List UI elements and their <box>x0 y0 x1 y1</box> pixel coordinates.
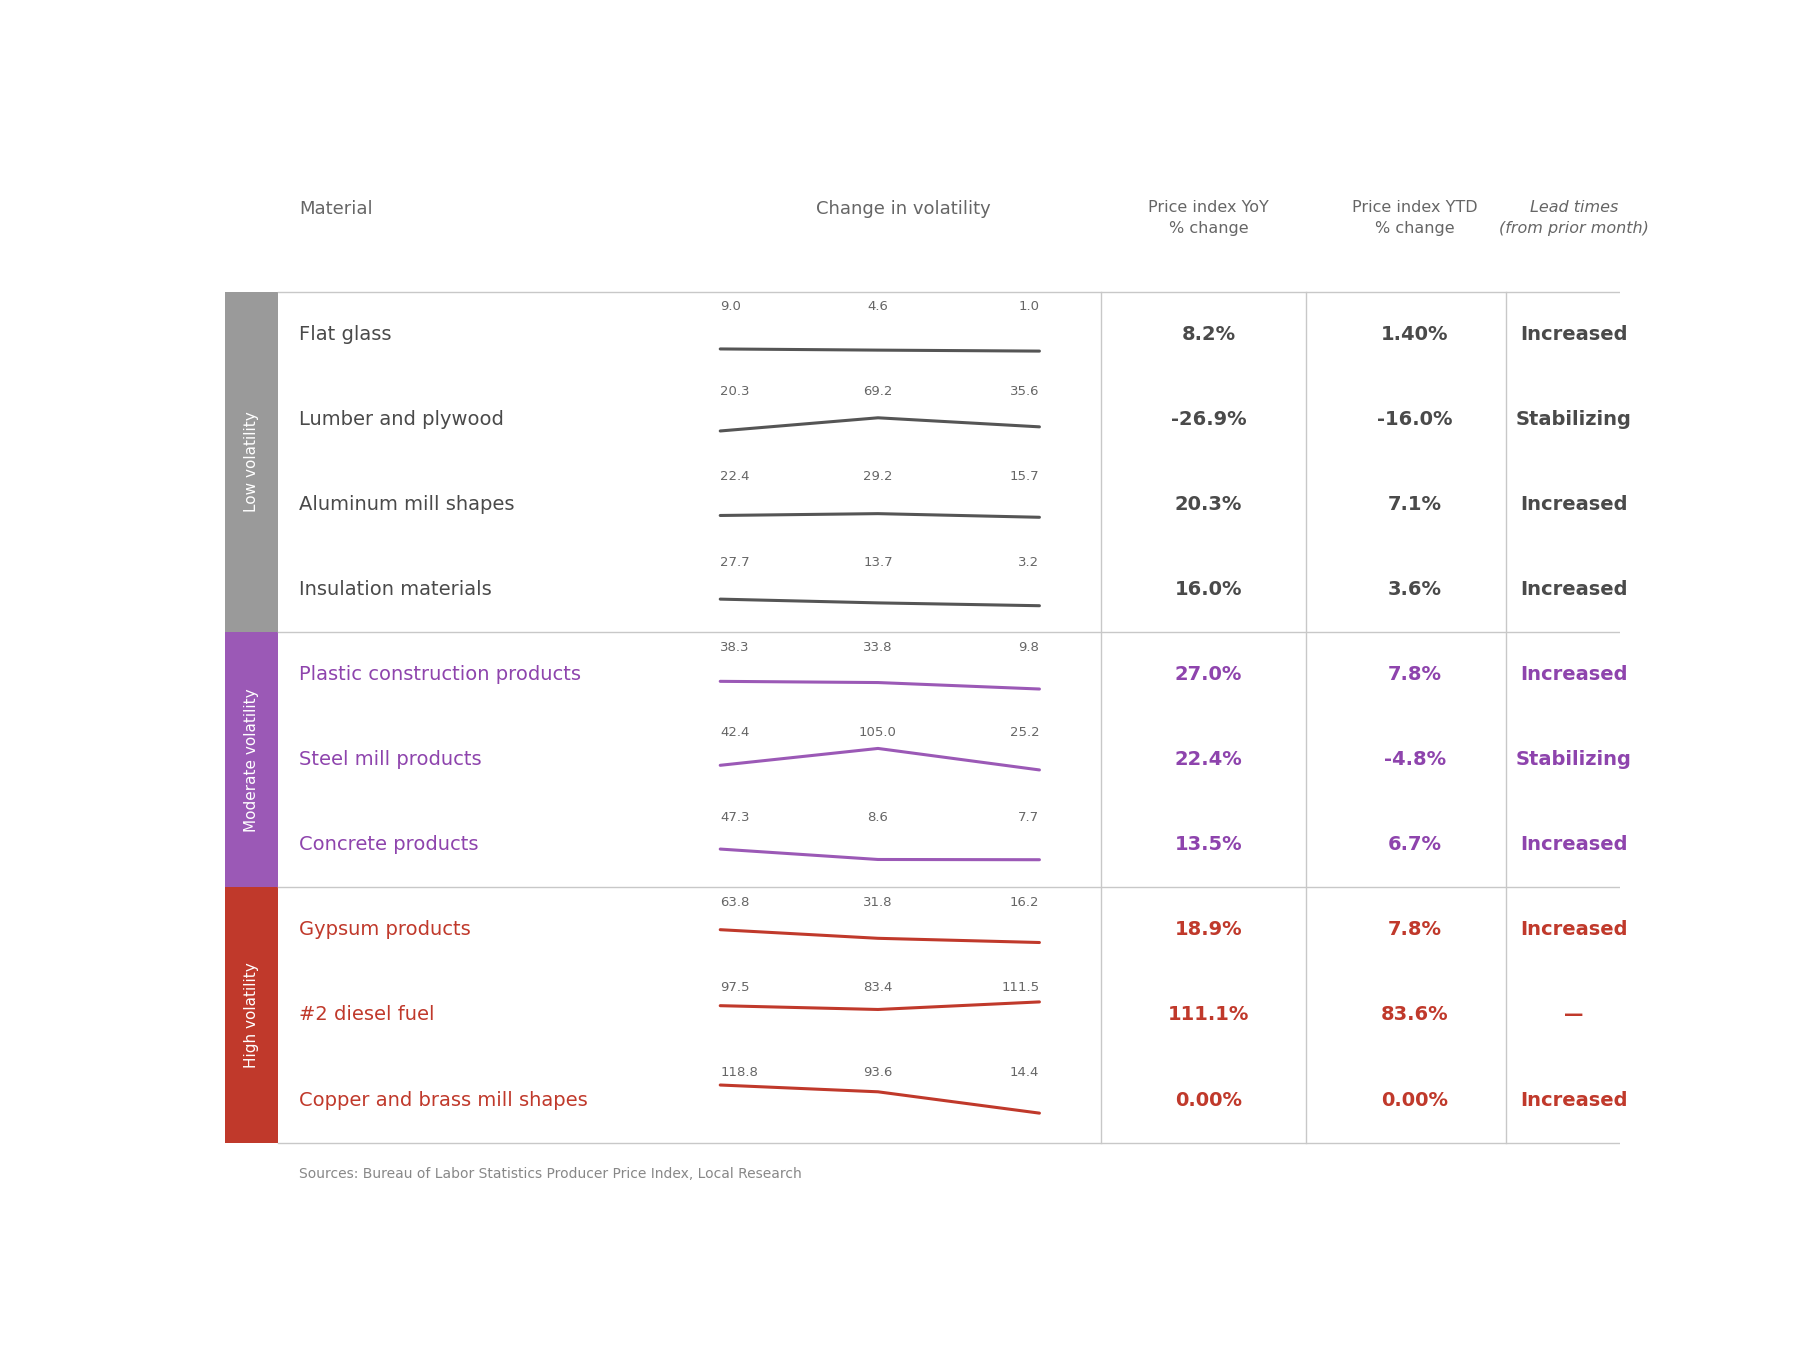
Text: 9.8: 9.8 <box>1019 641 1039 653</box>
Text: Flat glass: Flat glass <box>299 325 391 344</box>
Text: Steel mill products: Steel mill products <box>299 750 482 769</box>
Text: —: — <box>1564 1005 1584 1024</box>
Text: Price index YTD
% change: Price index YTD % change <box>1352 201 1478 236</box>
Text: 8.6: 8.6 <box>868 810 889 824</box>
Text: 7.7: 7.7 <box>1019 810 1039 824</box>
Text: 47.3: 47.3 <box>720 810 751 824</box>
Text: 83.4: 83.4 <box>864 981 893 994</box>
Text: 18.9%: 18.9% <box>1175 921 1242 940</box>
Text: 111.1%: 111.1% <box>1168 1005 1249 1024</box>
Text: 20.3%: 20.3% <box>1175 495 1242 514</box>
Text: 1.40%: 1.40% <box>1381 325 1449 344</box>
Text: 20.3: 20.3 <box>720 386 751 398</box>
Text: 111.5: 111.5 <box>1001 981 1039 994</box>
Text: Change in volatility: Change in volatility <box>815 201 992 218</box>
Text: Increased: Increased <box>1521 921 1627 940</box>
Text: 13.5%: 13.5% <box>1175 835 1242 854</box>
Text: Stabilizing: Stabilizing <box>1516 750 1633 769</box>
Text: 4.6: 4.6 <box>868 300 889 314</box>
Text: -26.9%: -26.9% <box>1170 411 1246 428</box>
Text: Increased: Increased <box>1521 325 1627 344</box>
Text: 33.8: 33.8 <box>864 641 893 653</box>
Text: Sources: Bureau of Labor Statistics Producer Price Index, Local Research: Sources: Bureau of Labor Statistics Prod… <box>299 1168 801 1181</box>
Text: 22.4: 22.4 <box>720 471 751 483</box>
Text: 16.0%: 16.0% <box>1175 580 1242 599</box>
Text: 14.4: 14.4 <box>1010 1067 1039 1079</box>
Text: Moderate volatility: Moderate volatility <box>245 687 259 832</box>
Text: #2 diesel fuel: #2 diesel fuel <box>299 1005 434 1024</box>
Text: 25.2: 25.2 <box>1010 726 1039 739</box>
Text: 15.7: 15.7 <box>1010 471 1039 483</box>
Text: 69.2: 69.2 <box>864 386 893 398</box>
Text: 7.8%: 7.8% <box>1388 921 1442 940</box>
Text: Price index YoY
% change: Price index YoY % change <box>1148 201 1269 236</box>
Text: 27.0%: 27.0% <box>1175 666 1242 685</box>
Text: Lumber and plywood: Lumber and plywood <box>299 411 504 428</box>
Text: 31.8: 31.8 <box>864 896 893 908</box>
Text: Increased: Increased <box>1521 835 1627 854</box>
Text: 0.00%: 0.00% <box>1381 1090 1449 1109</box>
Text: Aluminum mill shapes: Aluminum mill shapes <box>299 495 515 514</box>
Text: 6.7%: 6.7% <box>1388 835 1442 854</box>
Bar <box>225 292 277 632</box>
Text: 8.2%: 8.2% <box>1181 325 1235 344</box>
Text: 27.7: 27.7 <box>720 555 751 569</box>
Bar <box>225 888 277 1143</box>
Text: 118.8: 118.8 <box>720 1067 758 1079</box>
Text: 9.0: 9.0 <box>720 300 742 314</box>
Text: Concrete products: Concrete products <box>299 835 479 854</box>
Text: Increased: Increased <box>1521 666 1627 685</box>
Text: Gypsum products: Gypsum products <box>299 921 470 940</box>
Text: 93.6: 93.6 <box>864 1067 893 1079</box>
Text: 0.00%: 0.00% <box>1175 1090 1242 1109</box>
Text: Increased: Increased <box>1521 580 1627 599</box>
Text: 63.8: 63.8 <box>720 896 749 908</box>
Text: Stabilizing: Stabilizing <box>1516 411 1633 428</box>
Text: 29.2: 29.2 <box>864 471 893 483</box>
Text: -16.0%: -16.0% <box>1377 411 1453 428</box>
Text: Material: Material <box>299 201 373 218</box>
Text: Lead times
(from prior month): Lead times (from prior month) <box>1499 201 1649 236</box>
Bar <box>225 632 277 888</box>
Text: Increased: Increased <box>1521 1090 1627 1109</box>
Text: Low volatility: Low volatility <box>245 412 259 513</box>
Text: Insulation materials: Insulation materials <box>299 580 491 599</box>
Text: Plastic construction products: Plastic construction products <box>299 666 581 685</box>
Text: 38.3: 38.3 <box>720 641 751 653</box>
Text: 16.2: 16.2 <box>1010 896 1039 908</box>
Text: 3.6%: 3.6% <box>1388 580 1442 599</box>
Text: 3.2: 3.2 <box>1019 555 1039 569</box>
Text: 7.1%: 7.1% <box>1388 495 1442 514</box>
Text: -4.8%: -4.8% <box>1384 750 1445 769</box>
Text: 105.0: 105.0 <box>859 726 896 739</box>
Text: 35.6: 35.6 <box>1010 386 1039 398</box>
Text: 1.0: 1.0 <box>1019 300 1039 314</box>
Text: 97.5: 97.5 <box>720 981 751 994</box>
Text: 83.6%: 83.6% <box>1381 1005 1449 1024</box>
Text: Increased: Increased <box>1521 495 1627 514</box>
Text: 13.7: 13.7 <box>864 555 893 569</box>
Text: Copper and brass mill shapes: Copper and brass mill shapes <box>299 1090 587 1109</box>
Text: High volatility: High volatility <box>245 962 259 1068</box>
Text: 22.4%: 22.4% <box>1175 750 1242 769</box>
Text: 42.4: 42.4 <box>720 726 749 739</box>
Text: 7.8%: 7.8% <box>1388 666 1442 685</box>
